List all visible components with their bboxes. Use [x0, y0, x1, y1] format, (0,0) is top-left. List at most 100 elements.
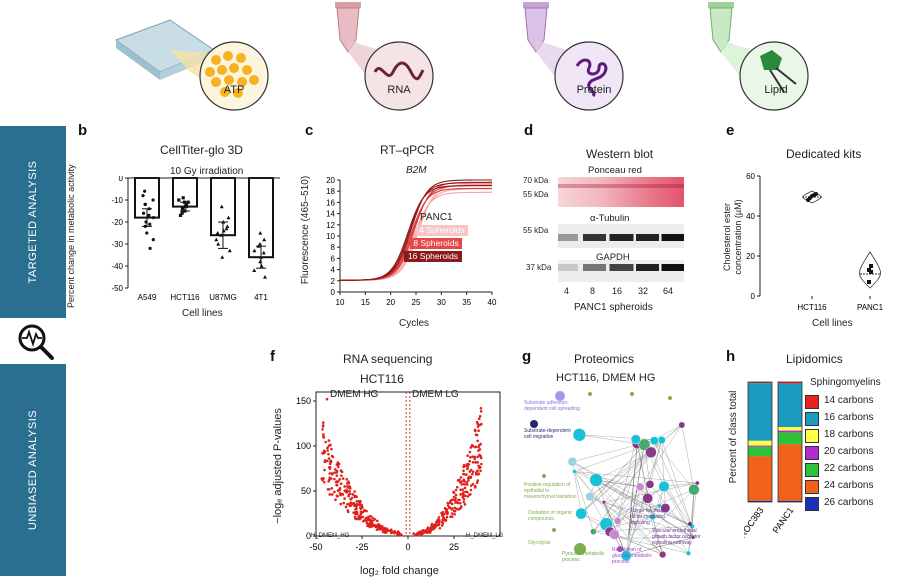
g-edge — [606, 484, 651, 525]
f-point — [339, 502, 343, 506]
f-point — [469, 455, 472, 459]
f-ytick-label: 100 — [296, 441, 311, 451]
panel-d-xlabel: PANC1 spheroids — [574, 302, 653, 313]
g-node — [552, 528, 556, 532]
g-edge — [628, 537, 694, 539]
g-edge — [581, 444, 645, 514]
e-xtick-label: PANC1 — [857, 303, 884, 312]
panel-b-ylabel: Percent change in metabolic activity — [66, 164, 76, 308]
f-xtick-label: 0 — [405, 542, 410, 552]
g-edge — [688, 489, 695, 554]
f-point — [345, 478, 349, 481]
f-point — [412, 532, 415, 535]
f-point — [320, 477, 324, 480]
b-point — [261, 250, 266, 255]
legend-label: 26 carbons — [824, 497, 874, 508]
f-point — [359, 510, 363, 513]
e-ytick-label: 60 — [746, 172, 755, 181]
f-point — [479, 410, 483, 413]
panel-b-chart: 0 -10 -20 -30 -40 -50 A549 HCT116 U87MG 4T1 — [111, 176, 280, 302]
b-point — [252, 268, 257, 272]
f-point — [453, 506, 457, 510]
g-node — [688, 522, 692, 526]
f-point — [355, 500, 359, 503]
g-node — [555, 391, 565, 401]
panel-g-title: Proteomics — [574, 352, 635, 366]
f-point — [343, 497, 346, 500]
f-point — [352, 511, 355, 514]
g-node — [589, 473, 603, 487]
g-node — [625, 535, 632, 541]
g-edge — [661, 440, 693, 527]
g-edge — [661, 440, 666, 509]
h-segment-20-carbons — [778, 430, 802, 433]
b-point — [148, 246, 152, 250]
g-edge — [652, 516, 663, 555]
f-point — [464, 494, 467, 498]
f-point — [345, 488, 349, 492]
lane-8: 8 — [590, 286, 596, 296]
g-node — [613, 517, 622, 525]
f-point — [454, 493, 458, 497]
b-point — [263, 275, 268, 279]
b-point — [180, 211, 184, 215]
g-edge — [654, 440, 695, 490]
g-edge — [663, 486, 694, 538]
f-point — [359, 507, 363, 510]
panel-c-cell-line: PANC1 — [420, 212, 453, 223]
f-point — [330, 472, 334, 475]
panel-h-title: Lipidomics — [786, 352, 843, 366]
lipidomics-chart: HROC383 PANC1 — [744, 381, 803, 545]
f-point — [342, 501, 346, 505]
f-point — [465, 483, 468, 486]
f-point — [354, 508, 357, 511]
f-point — [458, 480, 462, 484]
f-point — [471, 460, 475, 464]
f-point — [459, 488, 462, 492]
f-point — [353, 490, 356, 493]
f-point — [466, 465, 470, 469]
f-point — [476, 479, 480, 482]
b-point — [219, 233, 224, 237]
f-point — [321, 421, 325, 424]
panel-b-xlabel: Cell lines — [182, 308, 223, 319]
g-edge — [603, 502, 627, 556]
f-point — [477, 445, 480, 449]
f-point — [473, 445, 477, 449]
f-point — [455, 485, 459, 489]
ponceau-label: Ponceau red — [588, 165, 642, 176]
f-point — [445, 515, 449, 519]
f-point — [461, 492, 464, 496]
panel-g-letter: g — [522, 348, 532, 365]
f-point — [382, 529, 385, 532]
f-point — [389, 528, 393, 532]
panel-c-ylabel: Fluorescence (465–510) — [300, 175, 311, 285]
b-point — [215, 231, 220, 235]
f-point — [476, 425, 480, 428]
g-node — [530, 420, 538, 428]
g-edge — [650, 452, 694, 538]
f-point — [374, 525, 377, 529]
legend-label: 22 carbons — [824, 463, 874, 474]
f-point — [371, 516, 374, 519]
e-point — [867, 268, 871, 272]
c-xtick-label: 20 — [386, 298, 395, 307]
f-point — [350, 496, 354, 500]
f-point — [414, 533, 417, 537]
g-edge — [628, 505, 660, 539]
f-point — [326, 449, 329, 452]
f-point — [450, 498, 454, 502]
g-edge — [579, 434, 662, 441]
b-point — [151, 238, 155, 242]
f-point — [473, 457, 477, 461]
panel-f-ylabel: −logₑ adjusted P-values — [272, 408, 284, 524]
panel-h-ylabel: Percent of class total — [728, 390, 739, 484]
legend-label: 24 carbons — [824, 480, 874, 491]
f-point — [460, 483, 464, 486]
f-xtick-label: -50 — [309, 542, 322, 552]
g-edge — [581, 452, 652, 514]
f-point — [478, 466, 481, 470]
f-point — [347, 480, 350, 483]
dmem-hg-label: DMEM HG — [330, 389, 379, 400]
g-node — [645, 480, 655, 489]
